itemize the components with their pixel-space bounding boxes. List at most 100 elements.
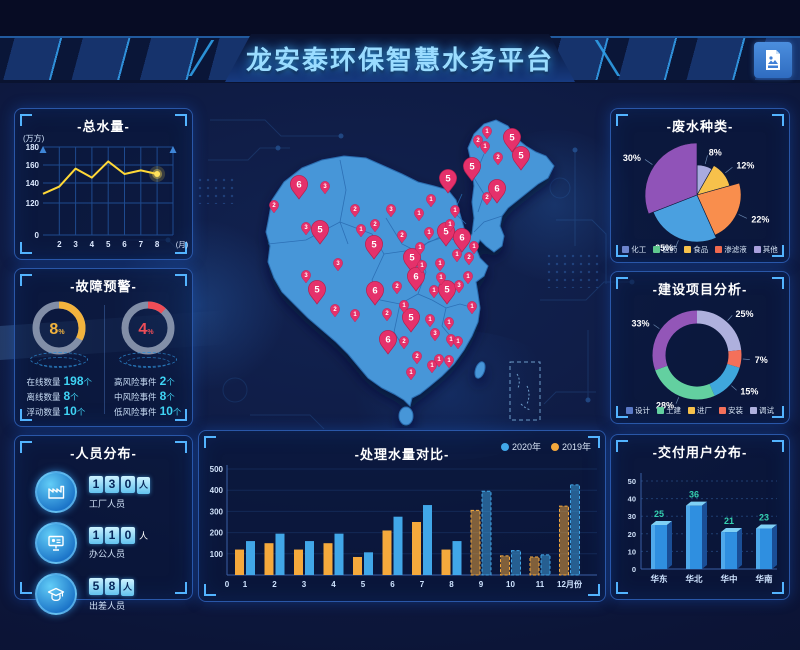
map-pin[interactable]: 3	[430, 328, 440, 342]
svg-text:1: 1	[439, 275, 443, 281]
map-pin[interactable]: 1	[427, 360, 437, 374]
map-pin[interactable]: 1	[414, 208, 424, 222]
map-pin[interactable]: 1	[482, 126, 492, 140]
corner-bracket	[20, 582, 32, 594]
map-pin[interactable]: 6	[366, 281, 384, 306]
map-pin[interactable]: 1	[426, 194, 436, 208]
map-pin[interactable]: 1	[452, 249, 462, 263]
map-pin[interactable]: 5	[512, 146, 530, 171]
svg-text:6: 6	[390, 580, 395, 589]
svg-text:21: 21	[724, 516, 734, 526]
svg-text:25%: 25%	[736, 309, 754, 319]
map-pin[interactable]: 5	[503, 128, 521, 153]
map-pin[interactable]: 2	[330, 304, 340, 318]
svg-text:200: 200	[210, 529, 224, 538]
map-pin[interactable]: 5	[402, 308, 420, 333]
map-pin[interactable]: 1	[399, 300, 409, 314]
legend-item[interactable]: 其他	[753, 244, 778, 255]
map-pin[interactable]: 5	[463, 157, 481, 182]
map-pin[interactable]: 2	[397, 230, 407, 244]
taiwan-island[interactable]	[473, 361, 487, 380]
personnel-label: 办公人员	[89, 549, 126, 559]
map-pin[interactable]: 1	[480, 141, 490, 155]
legend-item[interactable]: 2019年	[550, 440, 591, 453]
map-pin[interactable]: 1	[435, 258, 445, 272]
map-pin[interactable]: 1	[450, 205, 460, 219]
map-pin[interactable]: 6	[453, 228, 471, 253]
hainan-island[interactable]	[398, 406, 414, 426]
map-pin[interactable]: 1	[453, 336, 463, 350]
personnel-label: 工厂人员	[89, 498, 126, 509]
svg-text:1: 1	[417, 211, 421, 217]
map-pin[interactable]: 3	[301, 222, 311, 236]
legend-item[interactable]: 设计	[626, 405, 650, 416]
map-pin[interactable]: 2	[269, 200, 279, 214]
map-pin[interactable]: 5	[308, 280, 326, 305]
svg-text:5: 5	[361, 580, 366, 589]
map-pin[interactable]: 5	[438, 280, 456, 305]
map-pin[interactable]: 1	[406, 367, 416, 381]
map-pin[interactable]: 2	[392, 281, 402, 295]
svg-text:30: 30	[628, 512, 636, 521]
map-pin[interactable]: 1	[469, 241, 479, 255]
map-pin[interactable]: 1	[356, 224, 366, 238]
svg-text:2: 2	[272, 203, 276, 209]
map-pin[interactable]: 6	[407, 267, 425, 292]
legend-item[interactable]: 安装	[719, 405, 743, 416]
legend-item[interactable]: 化工	[622, 244, 646, 255]
map-pin[interactable]: 2	[382, 308, 392, 322]
map-pin[interactable]: 2	[350, 204, 360, 218]
map-pin[interactable]: 1	[417, 260, 427, 274]
map-pin[interactable]: 2	[464, 252, 474, 266]
map-pin[interactable]: 1	[445, 219, 455, 233]
map-pin[interactable]: 2	[399, 336, 409, 350]
map-pin[interactable]: 1	[415, 242, 425, 256]
legend-item[interactable]: 食品	[684, 244, 708, 255]
legend-item[interactable]: 2020年	[500, 440, 541, 453]
map-pin[interactable]: 5	[439, 169, 457, 194]
map-pin[interactable]: 1	[444, 355, 454, 369]
panel-title: -故障预警-	[70, 279, 137, 294]
map-pin[interactable]: 1	[424, 227, 434, 241]
legend-item[interactable]: 调试	[750, 405, 774, 416]
svg-text:(月): (月)	[176, 240, 189, 249]
map-pin[interactable]: 3	[454, 280, 464, 294]
map-pin[interactable]: 6	[290, 175, 308, 200]
map-pin[interactable]: 1	[467, 301, 477, 315]
map-pin[interactable]: 2	[370, 219, 380, 233]
map-pin[interactable]: 1	[463, 271, 473, 285]
corner-bracket	[175, 441, 187, 453]
map-pin[interactable]: 6	[379, 330, 397, 355]
map-pin[interactable]: 2	[482, 192, 492, 206]
map-pin[interactable]: 2	[493, 152, 503, 166]
panel-fault-warning: -故障预警- 8% 在线数量 198个 离线数量 8个 浮动数量 10个 4% 高风险…	[14, 268, 193, 427]
title-plate: 龙安泰环保智慧水务平台	[225, 34, 575, 82]
y-axis-unit: (万方)	[23, 134, 45, 143]
svg-text:0: 0	[35, 231, 40, 240]
svg-text:9: 9	[479, 580, 484, 589]
map-pin[interactable]: 1	[444, 317, 454, 331]
corner-bracket	[616, 440, 628, 452]
map-pin[interactable]: 5	[311, 220, 329, 245]
svg-text:1: 1	[430, 363, 434, 369]
legend-item[interactable]: 土建	[657, 405, 681, 416]
map-pin[interactable]: 2	[412, 351, 422, 365]
legend-item[interactable]: 渗滤液	[715, 244, 747, 255]
map-pin[interactable]: 1	[429, 285, 439, 299]
svg-text:2: 2	[333, 307, 337, 313]
map-pin[interactable]: 1	[436, 272, 446, 286]
map-pin[interactable]: 1	[350, 309, 360, 323]
legend-item[interactable]: 医药	[653, 244, 677, 255]
report-button[interactable]	[754, 42, 792, 78]
map-pin[interactable]: 1	[425, 314, 435, 328]
svg-text:1: 1	[438, 261, 442, 267]
svg-text:华中: 华中	[720, 574, 737, 584]
svg-text:1: 1	[470, 304, 474, 310]
map-pin[interactable]: 5	[365, 235, 383, 260]
map-pin[interactable]: 3	[320, 181, 330, 195]
map-pin[interactable]: 3	[386, 204, 396, 218]
legend-item[interactable]: 进厂	[688, 405, 712, 416]
map-pin[interactable]: 3	[301, 270, 311, 284]
map-pin[interactable]: 3	[333, 258, 343, 272]
